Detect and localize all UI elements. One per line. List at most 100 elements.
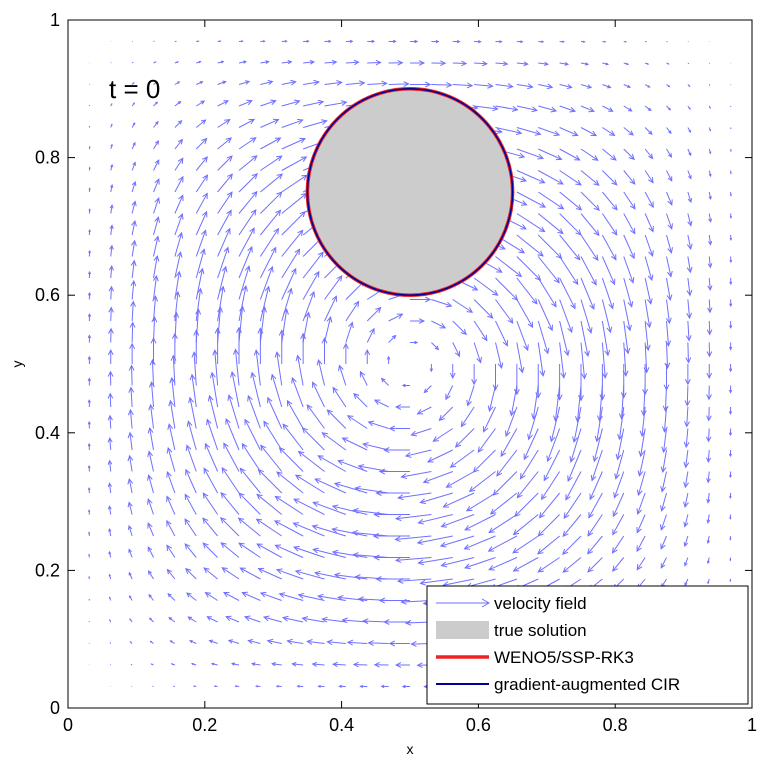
velocity-arrow xyxy=(537,299,553,332)
velocity-arrow xyxy=(333,481,368,494)
velocity-arrow xyxy=(729,557,732,562)
velocity-arrow xyxy=(514,492,539,517)
velocity-arrow xyxy=(596,385,603,422)
velocity-arrow xyxy=(153,178,160,193)
velocity-arrow xyxy=(107,459,113,472)
velocity-arrow xyxy=(644,105,652,112)
velocity-arrow xyxy=(260,137,282,150)
velocity-arrow xyxy=(282,423,304,451)
velocity-arrow xyxy=(88,187,91,193)
velocity-arrow xyxy=(580,256,597,286)
velocity-arrow xyxy=(324,275,343,300)
velocity-arrow xyxy=(537,557,560,573)
velocity-arrow xyxy=(314,478,347,494)
velocity-arrow xyxy=(220,517,240,537)
velocity-arrow xyxy=(129,342,136,364)
velocity-arrow xyxy=(410,318,426,324)
velocity-arrow xyxy=(217,137,233,150)
velocity-arrow xyxy=(282,615,304,623)
velocity-arrow xyxy=(397,492,432,501)
velocity-arrow xyxy=(602,62,610,66)
velocity-arrow xyxy=(452,342,461,358)
velocity-arrow xyxy=(270,373,283,408)
velocity-arrow xyxy=(666,277,673,302)
velocity-arrow xyxy=(612,492,625,518)
velocity-arrow xyxy=(324,80,343,86)
velocity-arrow xyxy=(189,640,197,644)
velocity-arrow xyxy=(217,246,230,279)
velocity-arrow xyxy=(623,105,633,112)
velocity-arrow xyxy=(195,137,208,150)
velocity-arrow xyxy=(195,248,206,279)
velocity-arrow xyxy=(429,364,434,373)
velocity-arrow xyxy=(419,578,453,586)
velocity-arrow xyxy=(311,524,347,537)
velocity-arrow xyxy=(636,492,646,515)
velocity-arrow xyxy=(388,640,410,647)
velocity-arrow xyxy=(217,40,222,43)
velocity-arrow xyxy=(338,364,347,386)
velocity-arrow xyxy=(345,39,354,43)
velocity-arrow xyxy=(259,591,282,601)
velocity-arrow xyxy=(130,239,137,257)
velocity-arrow xyxy=(202,492,219,515)
velocity-arrow xyxy=(394,662,410,668)
velocity-arrow xyxy=(367,80,388,87)
velocity-arrow xyxy=(88,208,91,214)
velocity-arrow xyxy=(589,471,603,501)
velocity-arrow xyxy=(417,557,453,566)
velocity-arrow xyxy=(445,471,475,488)
velocity-arrow xyxy=(538,40,545,44)
velocity-arrow xyxy=(644,256,654,282)
velocity-arrow xyxy=(88,575,90,580)
velocity-arrow xyxy=(452,39,461,44)
velocity-arrow xyxy=(153,120,159,128)
velocity-arrow xyxy=(644,170,654,184)
velocity-arrow xyxy=(367,640,389,646)
velocity-arrow xyxy=(729,256,733,264)
velocity-arrow xyxy=(88,228,91,236)
velocity-arrow xyxy=(227,394,240,429)
velocity-arrow xyxy=(580,277,595,311)
velocity-arrow xyxy=(512,557,539,572)
velocity-arrow xyxy=(559,299,573,334)
velocity-arrow xyxy=(129,618,133,623)
velocity-arrow xyxy=(559,148,581,161)
velocity-arrow xyxy=(683,535,689,548)
velocity-arrow xyxy=(471,364,478,386)
velocity-arrow xyxy=(217,265,228,300)
velocity-arrow xyxy=(614,449,625,480)
velocity-arrow xyxy=(238,305,246,343)
velocity-arrow xyxy=(149,358,156,386)
velocity-arrow xyxy=(729,514,732,520)
velocity-arrow xyxy=(166,519,176,537)
velocity-arrow xyxy=(644,299,652,329)
velocity-arrow xyxy=(273,520,304,537)
velocity-arrow xyxy=(260,191,283,214)
legend-entry: gradient-augmented CIR xyxy=(436,675,680,694)
legend-label: gradient-augmented CIR xyxy=(494,675,680,694)
velocity-arrow xyxy=(378,468,410,475)
velocity-arrow xyxy=(452,60,468,67)
velocity-arrow xyxy=(617,406,625,441)
velocity-arrow xyxy=(644,234,654,257)
x-tick-label: 0 xyxy=(63,715,73,735)
velocity-arrow xyxy=(623,213,636,235)
velocity-arrow xyxy=(238,208,257,236)
velocity-arrow xyxy=(495,342,504,370)
velocity-arrow xyxy=(131,82,135,85)
velocity-arrow xyxy=(351,529,389,537)
velocity-arrow xyxy=(708,127,712,132)
velocity-arrow xyxy=(108,327,114,343)
velocity-arrow xyxy=(728,385,733,394)
velocity-arrow xyxy=(452,82,474,89)
velocity-arrow xyxy=(281,137,306,150)
velocity-arrow xyxy=(230,370,240,408)
velocity-arrow xyxy=(362,442,389,451)
legend: velocity field true solution WENO5/SSP-RK3… xyxy=(426,585,749,705)
velocity-arrow xyxy=(281,287,293,322)
velocity-arrow xyxy=(442,492,475,508)
velocity-arrow xyxy=(373,661,389,668)
velocity-arrow xyxy=(108,573,112,580)
velocity-arrow xyxy=(195,100,206,107)
